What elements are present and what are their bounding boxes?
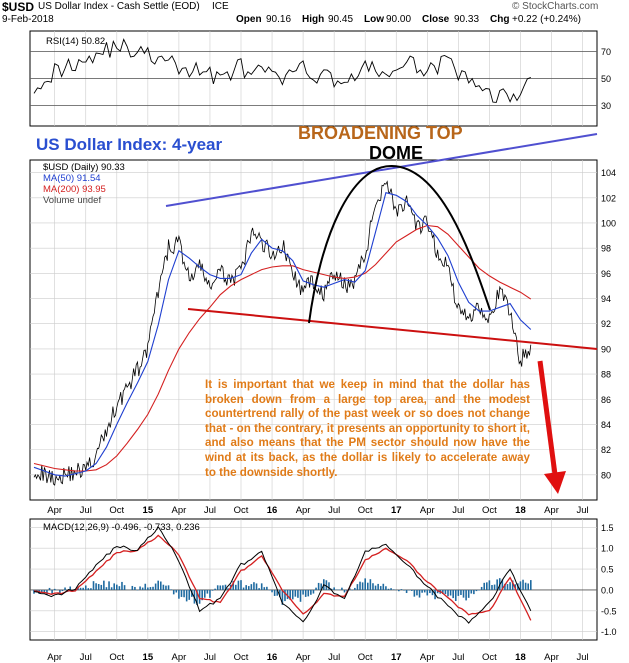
chart-title: US Dollar Index - Cash Settle (EOD) <box>38 1 200 12</box>
price-ytick-label: 100 <box>601 218 616 228</box>
annotation-broadening-top: BROADENING TOP <box>298 123 463 143</box>
price-xtick-label: Apr <box>296 505 311 516</box>
ohlc-chg-label: Chg <box>490 14 510 25</box>
stockcharts-brand[interactable]: © StockCharts.com <box>512 1 599 12</box>
price-ytick-label: 82 <box>601 445 611 455</box>
rsi-ytick-label: 50 <box>601 74 611 84</box>
lower-trendline <box>187 308 598 350</box>
price-xtick-label: 15 <box>143 505 154 516</box>
annotation-commentary: It is important that we keep in mind tha… <box>205 378 530 479</box>
price-ytick-label: 90 <box>601 344 611 354</box>
macd-xtick-label: Oct <box>358 652 373 663</box>
price-ytick-label: 94 <box>601 294 611 304</box>
macd-xtick-label: 18 <box>515 652 526 663</box>
price-xtick-label: Jul <box>452 505 464 516</box>
rsi-ytick-label: 30 <box>601 101 611 111</box>
macd-ytick-label: 0.5 <box>601 565 614 575</box>
ohlc-close: 90.33 <box>454 14 480 25</box>
exchange: ICE <box>212 1 229 12</box>
price-xtick-label: Oct <box>234 505 249 516</box>
price-xtick-label: Apr <box>544 505 559 516</box>
price-ytick-label: 98 <box>601 244 611 254</box>
macd-xtick-label: Jul <box>452 652 464 663</box>
macd-xtick-label: Oct <box>234 652 249 663</box>
annotation-title: US Dollar Index: 4-year <box>36 135 223 154</box>
price-ytick-label: 86 <box>601 395 611 405</box>
macd-panel <box>29 518 598 641</box>
macd-ytick-label: -0.5 <box>601 606 617 616</box>
price-ytick-label: 104 <box>601 168 616 178</box>
price-xtick-label: Jul <box>328 505 340 516</box>
rsi-ytick-label: 70 <box>601 47 611 57</box>
dome-arc <box>308 164 491 324</box>
ohlc-chg: +0.22 (+0.24%) <box>512 14 581 25</box>
price-ytick-label: 84 <box>601 420 611 430</box>
ma200-line <box>33 224 532 472</box>
macd-xtick-label: Apr <box>544 652 559 663</box>
chart-date: 9-Feb-2018 <box>2 14 54 25</box>
price-ytick-label: 96 <box>601 269 611 279</box>
price-xtick-label: 18 <box>515 505 526 516</box>
down-arrow-shaft <box>537 360 559 483</box>
macd-ytick-label: -1.0 <box>601 627 617 637</box>
price-legend-ma50: MA(50) 91.54 <box>43 173 101 184</box>
price-xtick-label: 17 <box>391 505 402 516</box>
price-xtick-label: Jul <box>204 505 216 516</box>
macd-xtick-label: 15 <box>143 652 154 663</box>
ohlc-high-label: High <box>302 14 325 25</box>
price-xtick-label: Apr <box>47 505 62 516</box>
upper-trendline <box>165 133 598 207</box>
macd-xtick-label: Oct <box>109 652 124 663</box>
annotation-dome: DOME <box>369 143 423 163</box>
price-ytick-label: 80 <box>601 470 611 480</box>
price-panel <box>29 159 598 501</box>
macd-ytick-label: 1.0 <box>601 544 614 554</box>
macd-legend: MACD(12,26,9) -0.496, -0.733, 0.236 <box>43 522 200 533</box>
macd-xtick-label: Jul <box>80 652 92 663</box>
price-ytick-label: 88 <box>601 370 611 380</box>
ohlc-high: 90.45 <box>328 14 354 25</box>
ma50-line <box>33 192 532 477</box>
macd-line <box>33 525 532 624</box>
price-xtick-label: Jul <box>80 505 92 516</box>
ohlc-open: 90.16 <box>266 14 292 25</box>
macd-signal-line <box>33 534 532 621</box>
price-legend-ma200: MA(200) 93.95 <box>43 184 106 195</box>
macd-xtick-label: Jul <box>328 652 340 663</box>
macd-xtick-label: 17 <box>391 652 402 663</box>
down-arrow-head <box>544 471 566 494</box>
macd-xtick-label: Apr <box>172 652 187 663</box>
macd-xtick-label: Apr <box>47 652 62 663</box>
price-xtick-label: Oct <box>109 505 124 516</box>
price-xtick-label: Apr <box>420 505 435 516</box>
macd-ytick-label: 1.5 <box>601 523 614 533</box>
macd-ytick-label: 0.0 <box>601 585 614 595</box>
price-xtick-label: Jul <box>576 505 588 516</box>
macd-xtick-label: 16 <box>267 652 278 663</box>
price-xtick-label: Oct <box>358 505 373 516</box>
price-xtick-label: Apr <box>172 505 187 516</box>
macd-xtick-label: Apr <box>296 652 311 663</box>
chart-header-row-2: 9-Feb-2018 Open 90.16 High 90.45 Low 90.… <box>0 13 629 27</box>
symbol: $USD <box>2 0 35 14</box>
ohlc-close-label: Close <box>422 14 450 25</box>
ohlc-low-label: Low <box>364 14 384 25</box>
rsi-legend: RSI(14) 50.82 <box>46 36 105 47</box>
price-xtick-label: Oct <box>482 505 497 516</box>
price-ytick-label: 92 <box>601 319 611 329</box>
ohlc-low: 90.00 <box>386 14 412 25</box>
chart-header-row-1: $USD US Dollar Index - Cash Settle (EOD)… <box>0 0 629 14</box>
price-ytick-label: 102 <box>601 193 616 203</box>
price-legend-volume: Volume undef <box>43 195 101 206</box>
ohlc-open-label: Open <box>236 14 262 25</box>
macd-xtick-label: Oct <box>482 652 497 663</box>
macd-xtick-label: Apr <box>420 652 435 663</box>
rsi-line <box>33 38 531 103</box>
price-xtick-label: 16 <box>267 505 278 516</box>
price-legend-usd: $USD (Daily) 90.33 <box>43 162 125 173</box>
macd-xtick-label: Jul <box>204 652 216 663</box>
macd-xtick-label: Jul <box>576 652 588 663</box>
